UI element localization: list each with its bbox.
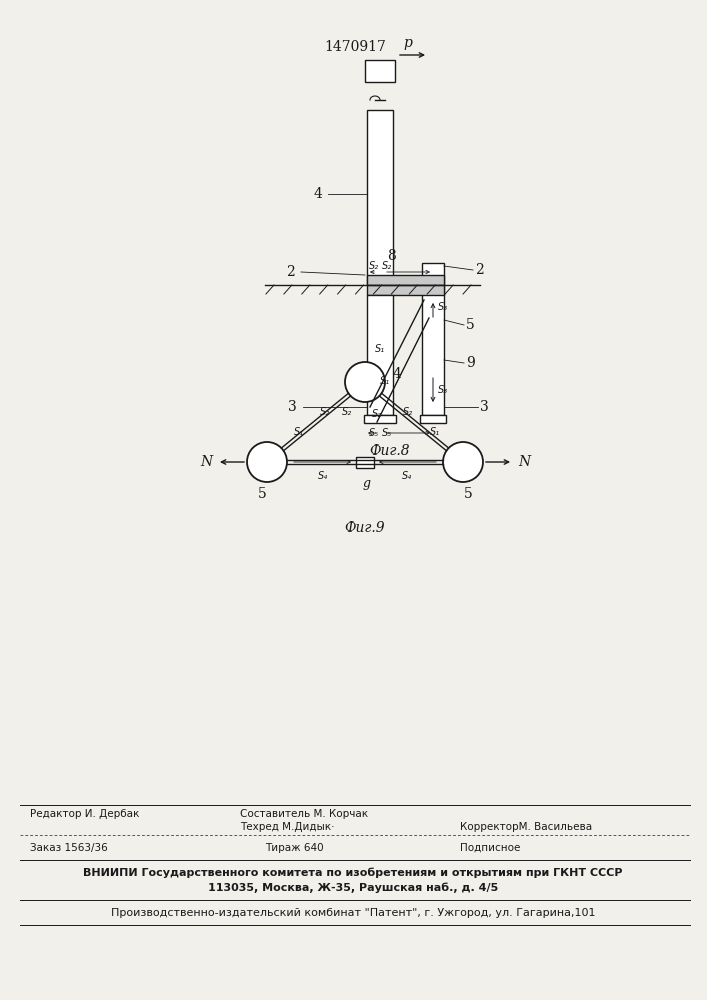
Text: Фиг.8: Фиг.8 bbox=[370, 444, 410, 458]
Text: Заказ 1563/36: Заказ 1563/36 bbox=[30, 843, 107, 853]
Bar bbox=[367, 275, 444, 285]
Text: 3: 3 bbox=[480, 400, 489, 414]
Text: Тираж 640: Тираж 640 bbox=[265, 843, 324, 853]
Text: S₁: S₁ bbox=[430, 427, 440, 437]
Text: S₂: S₂ bbox=[320, 407, 330, 417]
Bar bbox=[367, 295, 393, 415]
Circle shape bbox=[345, 362, 385, 402]
Text: S₂: S₂ bbox=[403, 407, 413, 417]
Text: S₄: S₄ bbox=[402, 471, 412, 481]
Text: 113035, Москва, Ж-35, Раушская наб., д. 4/5: 113035, Москва, Ж-35, Раушская наб., д. … bbox=[208, 883, 498, 893]
Text: S₂: S₂ bbox=[372, 409, 382, 419]
Text: 4: 4 bbox=[393, 367, 402, 381]
Bar bbox=[356, 456, 374, 468]
Text: КорректорМ. Васильева: КорректорМ. Васильева bbox=[460, 822, 592, 832]
Text: 4: 4 bbox=[314, 187, 322, 201]
Text: 5: 5 bbox=[257, 487, 267, 501]
Text: 2: 2 bbox=[475, 263, 484, 277]
Text: S₃: S₃ bbox=[438, 302, 448, 312]
Circle shape bbox=[247, 442, 287, 482]
Text: Техред М.Дидык·: Техред М.Дидык· bbox=[240, 822, 334, 832]
Text: Редактор И. Дербак: Редактор И. Дербак bbox=[30, 809, 139, 819]
Text: N: N bbox=[518, 455, 530, 469]
Bar bbox=[420, 415, 446, 423]
Text: ВНИИПИ Государственного комитета по изобретениям и открытиям при ГКНТ СССР: ВНИИПИ Государственного комитета по изоб… bbox=[83, 868, 623, 878]
Circle shape bbox=[443, 442, 483, 482]
Bar bbox=[367, 110, 393, 285]
Text: S₅: S₅ bbox=[369, 428, 379, 438]
Text: 9: 9 bbox=[466, 356, 474, 370]
Text: S₅: S₅ bbox=[382, 428, 392, 438]
Text: 2: 2 bbox=[286, 265, 294, 279]
Text: S₁: S₁ bbox=[375, 344, 385, 354]
Text: S₁: S₁ bbox=[294, 427, 304, 437]
Text: Подписное: Подписное bbox=[460, 843, 520, 853]
Text: g: g bbox=[363, 478, 371, 490]
Text: 5: 5 bbox=[466, 318, 474, 332]
Text: S₂: S₂ bbox=[342, 407, 352, 417]
Text: 5: 5 bbox=[464, 487, 472, 501]
Text: S₄: S₄ bbox=[318, 471, 328, 481]
Bar bbox=[364, 415, 396, 423]
Text: Составитель М. Корчак: Составитель М. Корчак bbox=[240, 809, 368, 819]
Text: Производственно-издательский комбинат "Патент", г. Ужгород, ул. Гагарина,101: Производственно-издательский комбинат "П… bbox=[111, 908, 595, 918]
Text: S₂: S₂ bbox=[369, 261, 379, 271]
Bar bbox=[365, 60, 395, 82]
Bar bbox=[367, 285, 444, 295]
Text: N: N bbox=[200, 455, 212, 469]
Text: Фиг.9: Фиг.9 bbox=[345, 521, 385, 535]
Text: 3: 3 bbox=[288, 400, 296, 414]
Bar bbox=[422, 263, 444, 415]
Text: S₃: S₃ bbox=[438, 385, 448, 395]
Text: 1470917: 1470917 bbox=[324, 40, 386, 54]
Text: S₂: S₂ bbox=[382, 261, 392, 271]
Text: p: p bbox=[404, 36, 412, 50]
Text: 8: 8 bbox=[387, 249, 397, 263]
Text: S₁: S₁ bbox=[380, 376, 390, 386]
